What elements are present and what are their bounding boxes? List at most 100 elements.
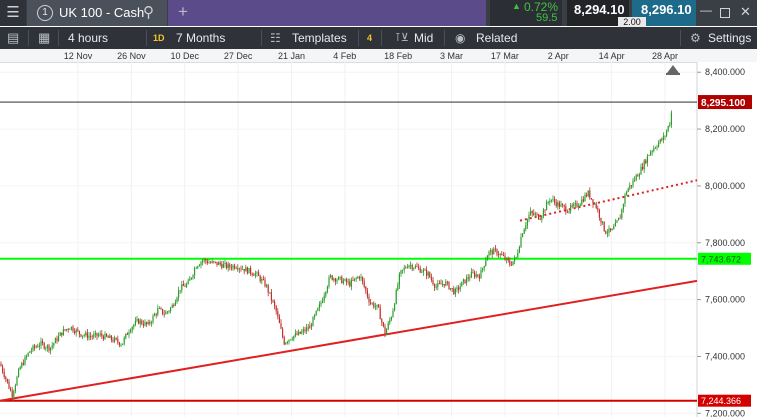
candle-body (650, 151, 652, 155)
candle-body (82, 335, 84, 337)
divider (358, 30, 359, 46)
candle-body (472, 271, 474, 273)
price-level-label: 7,743.672 (701, 254, 741, 264)
candle-body (363, 281, 365, 287)
candle-body (125, 333, 127, 338)
hamburger-icon[interactable]: ☰ (0, 0, 26, 26)
candle-body (122, 343, 124, 345)
candle-body (549, 201, 551, 203)
candle-body (53, 343, 55, 346)
range-select[interactable]: 7 Months (176, 31, 226, 45)
candle-body (219, 262, 221, 265)
chart-toolbar: ▤ ▦ 4 hours 1D 7 Months ☷ Templates 4 ⊺⊻… (0, 27, 757, 49)
candle-body (346, 279, 348, 283)
candle-body (136, 319, 138, 321)
candle-body (174, 301, 176, 306)
candle-body (437, 283, 439, 287)
candle-body (235, 268, 237, 269)
candle-body (304, 329, 306, 332)
candle-body (493, 248, 495, 255)
candle-body (131, 327, 133, 331)
close-icon[interactable]: ✕ (740, 4, 751, 19)
candle-body (51, 345, 53, 348)
candle-body (318, 304, 320, 309)
candle-body (90, 335, 92, 337)
candle-body (301, 331, 303, 334)
candle-body (173, 305, 175, 307)
candle-body (579, 204, 581, 207)
candle-body (277, 311, 279, 317)
candle-body (267, 285, 269, 293)
candle-body (144, 322, 146, 326)
candle-body (541, 216, 543, 220)
eye-icon[interactable]: ◉ (455, 31, 466, 45)
candle-body (126, 333, 128, 335)
candle-body (67, 329, 69, 330)
related-button[interactable]: Related (476, 31, 518, 45)
candle-body (370, 302, 372, 304)
candle-body (525, 225, 527, 230)
candle-body (658, 142, 660, 147)
search-icon[interactable]: ⚲ (143, 4, 154, 21)
templates-icon[interactable]: ☷ (270, 31, 281, 45)
candle-body (2, 366, 4, 372)
candle-body (563, 205, 565, 207)
candle-body (413, 268, 415, 269)
candle-body (48, 345, 50, 351)
candle-body (240, 268, 242, 270)
candle-body (589, 190, 591, 199)
candle-body (99, 333, 101, 336)
y-tick-label: 7,800.000 (705, 238, 745, 248)
candle-body (635, 175, 637, 181)
candle-body (211, 261, 213, 263)
candle-body (27, 352, 29, 356)
candles-icon[interactable]: ⊺⊻ (395, 32, 409, 44)
candle-body (232, 265, 234, 269)
minimize-icon[interactable]: — (700, 3, 712, 17)
candle-body (93, 334, 95, 338)
candle-body (237, 268, 239, 270)
candle-body (314, 315, 316, 318)
gear-icon[interactable]: ⚙ (690, 31, 701, 45)
candle-body (368, 296, 370, 303)
plus-icon[interactable]: + (178, 2, 188, 21)
candle-body (245, 267, 247, 272)
candle-body (142, 323, 144, 326)
candle-body (238, 268, 240, 270)
candle-body (224, 262, 226, 265)
candle-body (523, 229, 525, 234)
candle-body (96, 332, 98, 337)
candle-body (669, 124, 671, 126)
restore-icon[interactable] (720, 8, 730, 18)
candle-body (518, 246, 520, 253)
candle-body (498, 254, 500, 256)
candle-body (69, 329, 71, 330)
candle-body (365, 286, 367, 291)
list-icon[interactable]: ▤ (7, 30, 20, 45)
templates-button[interactable]: Templates (292, 31, 347, 45)
candle-body (250, 267, 252, 274)
layout-grid-icon[interactable]: ▦ (38, 30, 51, 45)
candle-body (397, 285, 399, 291)
interval-select[interactable]: 4 hours (68, 31, 109, 45)
candle-body (29, 351, 31, 353)
candle-body (178, 290, 180, 298)
candle-body (34, 345, 36, 348)
candle-body (128, 332, 130, 335)
candle-body (379, 307, 381, 320)
candle-body (162, 308, 164, 314)
settings-button[interactable]: Settings (708, 31, 752, 45)
candle-body (490, 250, 492, 252)
candle-body (603, 221, 605, 232)
candle-body (42, 341, 44, 344)
candle-body (573, 204, 575, 207)
y-tick-label: 8,000.000 (705, 181, 745, 191)
candle-body (648, 154, 650, 156)
candle-body (283, 336, 285, 345)
candle-body (387, 322, 389, 330)
price-type-select[interactable]: Mid (414, 31, 434, 45)
candle-body (171, 305, 173, 308)
candle-body (459, 286, 461, 290)
candle-body (611, 229, 613, 231)
